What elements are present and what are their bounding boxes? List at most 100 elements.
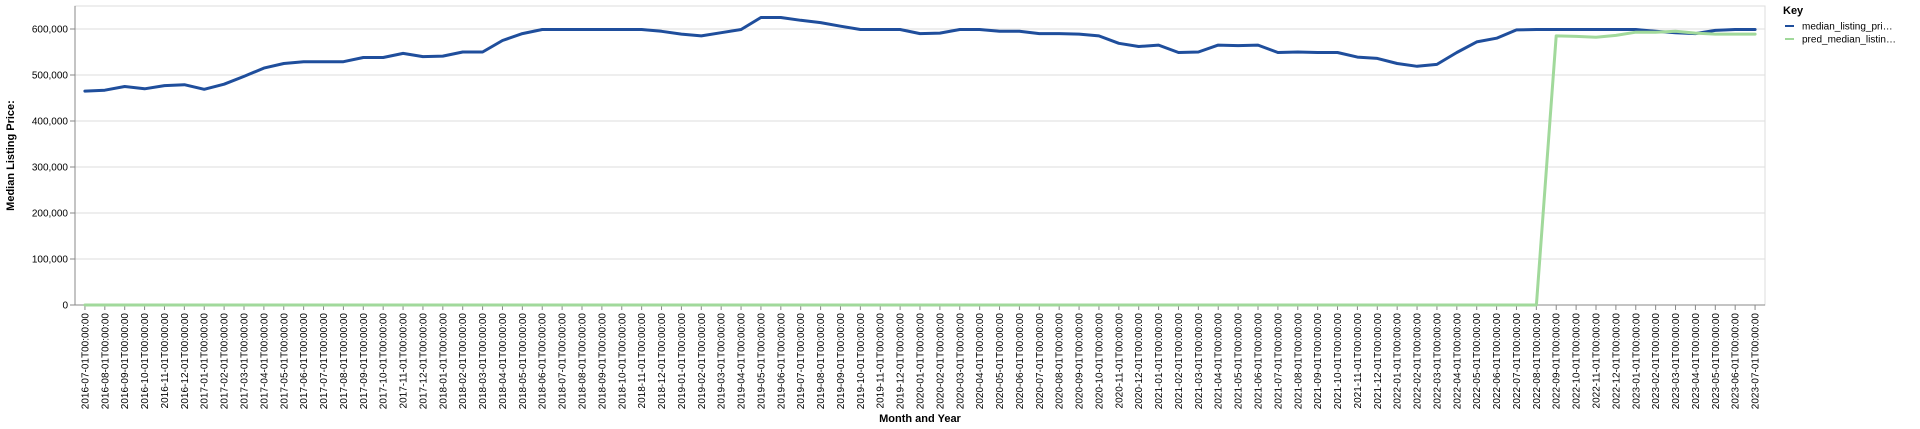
x-tick-label: 2016-07-01T00:00:00	[80, 313, 91, 410]
x-tick-label: 2022-10-01T00:00:00	[1572, 313, 1583, 410]
y-tick-label: 100,000	[32, 255, 69, 266]
x-tick-label: 2018-10-01T00:00:00	[617, 313, 628, 410]
x-tick-label: 2016-08-01T00:00:00	[100, 313, 111, 410]
x-tick-label: 2017-10-01T00:00:00	[379, 313, 390, 410]
x-tick-label: 2020-12-01T00:00:00	[1134, 313, 1145, 410]
y-axis-title: Median Listing Price:	[5, 100, 17, 211]
x-tick-label: 2022-06-01T00:00:00	[1492, 313, 1503, 410]
x-tick-label: 2017-09-01T00:00:00	[359, 313, 370, 410]
x-tick-label: 2023-03-01T00:00:00	[1671, 313, 1682, 410]
x-tick-label: 2019-10-01T00:00:00	[856, 313, 867, 410]
legend-label: pred_median_listin…	[1802, 35, 1896, 46]
x-tick-label: 2018-12-01T00:00:00	[657, 313, 668, 410]
x-tick-label: 2018-07-01T00:00:00	[558, 313, 569, 410]
x-tick-label: 2022-08-01T00:00:00	[1532, 313, 1543, 410]
x-tick-label: 2021-06-01T00:00:00	[1254, 313, 1265, 410]
x-tick-label: 2018-08-01T00:00:00	[578, 313, 589, 410]
x-tick-label: 2023-01-01T00:00:00	[1631, 313, 1642, 410]
x-tick-label: 2021-11-01T00:00:00	[1353, 313, 1364, 409]
x-tick-label: 2022-12-01T00:00:00	[1611, 313, 1622, 410]
series-line-0	[83, 16, 1757, 93]
x-tick-label: 2018-05-01T00:00:00	[518, 313, 529, 410]
x-tick-label: 2021-09-01T00:00:00	[1313, 313, 1324, 410]
series-layer	[83, 16, 1757, 307]
x-tick-label: 2021-10-01T00:00:00	[1333, 313, 1344, 410]
x-tick-label: 2017-11-01T00:00:00	[399, 313, 410, 409]
x-tick-label: 2023-04-01T00:00:00	[1691, 313, 1702, 410]
x-tick-label: 2022-04-01T00:00:00	[1452, 313, 1463, 410]
legend-title: Key	[1783, 5, 1804, 17]
x-tick-label: 2019-01-01T00:00:00	[677, 313, 688, 410]
legend-label: median_listing_pri…	[1802, 22, 1893, 33]
x-tick-label: 2022-03-01T00:00:00	[1432, 313, 1443, 410]
x-tick-label: 2023-07-01T00:00:00	[1751, 313, 1762, 410]
x-tick-label: 2022-01-01T00:00:00	[1393, 313, 1404, 410]
x-tick-label: 2021-12-01T00:00:00	[1373, 313, 1384, 410]
x-tick-label: 2019-03-01T00:00:00	[717, 313, 728, 410]
x-tick-label: 2020-06-01T00:00:00	[1015, 313, 1026, 410]
x-tick-label: 2021-02-01T00:00:00	[1174, 313, 1185, 410]
x-tick-label: 2019-04-01T00:00:00	[737, 313, 748, 410]
x-tick-label: 2018-01-01T00:00:00	[438, 313, 449, 410]
x-tick-label: 2020-03-01T00:00:00	[955, 313, 966, 410]
x-tick-label: 2019-12-01T00:00:00	[896, 313, 907, 410]
x-tick-label: 2022-09-01T00:00:00	[1552, 313, 1563, 410]
x-tick-label: 2017-06-01T00:00:00	[299, 313, 310, 410]
x-tick-label: 2019-11-01T00:00:00	[876, 313, 887, 409]
x-tick-label: 2023-05-01T00:00:00	[1711, 313, 1722, 410]
x-tick-label: 2020-07-01T00:00:00	[1035, 313, 1046, 410]
x-tick-label: 2017-03-01T00:00:00	[240, 313, 251, 410]
x-axis: 2016-07-01T00:00:00 2016-08-01T00:00:00 20…	[75, 304, 1765, 410]
x-tick-label: 2020-08-01T00:00:00	[1055, 313, 1066, 410]
x-tick-label: 2021-04-01T00:00:00	[1214, 313, 1225, 410]
x-tick-label: 2022-07-01T00:00:00	[1512, 313, 1523, 410]
x-tick-label: 2017-05-01T00:00:00	[279, 313, 290, 410]
x-tick-label: 2021-03-01T00:00:00	[1194, 313, 1205, 410]
x-tick-label: 2020-09-01T00:00:00	[1075, 313, 1086, 410]
x-tick-label: 2017-01-01T00:00:00	[200, 313, 211, 410]
plot-frame	[74, 5, 1766, 306]
gridlines	[75, 28, 1765, 306]
x-tick-label: 2018-03-01T00:00:00	[478, 313, 489, 410]
y-tick-label: 0	[62, 301, 68, 312]
x-axis-title: Month and Year	[879, 413, 961, 425]
x-tick-label: 2019-06-01T00:00:00	[776, 313, 787, 410]
x-tick-label: 2018-09-01T00:00:00	[597, 313, 608, 410]
x-tick-label: 2018-04-01T00:00:00	[498, 313, 509, 410]
x-tick-label: 2016-09-01T00:00:00	[120, 313, 131, 410]
x-tick-label: 2023-02-01T00:00:00	[1651, 313, 1662, 410]
x-tick-label: 2018-11-01T00:00:00	[637, 313, 648, 409]
x-tick-label: 2020-01-01T00:00:00	[916, 313, 927, 410]
x-tick-label: 2023-06-01T00:00:00	[1731, 313, 1742, 410]
x-tick-label: 2021-08-01T00:00:00	[1293, 313, 1304, 410]
x-tick-label: 2019-09-01T00:00:00	[836, 313, 847, 410]
y-tick-label: 600,000	[32, 25, 69, 36]
x-tick-label: 2018-02-01T00:00:00	[458, 313, 469, 410]
x-tick-label: 2019-02-01T00:00:00	[697, 313, 708, 410]
x-tick-label: 2019-08-01T00:00:00	[816, 313, 827, 410]
y-tick-label: 200,000	[32, 209, 69, 220]
x-tick-label: 2022-11-01T00:00:00	[1592, 313, 1603, 409]
x-tick-label: 2022-05-01T00:00:00	[1472, 313, 1483, 410]
y-tick-label: 500,000	[32, 71, 69, 82]
x-tick-label: 2016-10-01T00:00:00	[140, 313, 151, 410]
x-tick-label: 2017-07-01T00:00:00	[319, 313, 330, 410]
legend: Key median_listing_pri… pred_median_listi…	[1783, 5, 1896, 46]
x-tick-label: 2019-05-01T00:00:00	[756, 313, 767, 410]
x-tick-label: 2020-10-01T00:00:00	[1094, 313, 1105, 410]
x-tick-label: 2022-02-01T00:00:00	[1413, 313, 1424, 410]
x-tick-label: 2016-12-01T00:00:00	[180, 313, 191, 410]
y-tick-label: 400,000	[32, 117, 69, 128]
x-tick-label: 2020-11-01T00:00:00	[1114, 313, 1125, 409]
x-tick-label: 2018-06-01T00:00:00	[538, 313, 549, 410]
y-tick-label: 300,000	[32, 163, 69, 174]
y-axis: 0 100,000 200,000 300,000 400,000 500,000 600,…	[32, 6, 76, 312]
x-tick-label: 2016-11-01T00:00:00	[160, 313, 171, 409]
x-tick-label: 2020-05-01T00:00:00	[995, 313, 1006, 410]
x-tick-label: 2021-01-01T00:00:00	[1154, 313, 1165, 410]
x-tick-label: 2020-02-01T00:00:00	[935, 313, 946, 410]
x-tick-label: 2019-07-01T00:00:00	[796, 313, 807, 410]
x-tick-label: 2017-08-01T00:00:00	[339, 313, 350, 410]
x-tick-label: 2020-04-01T00:00:00	[975, 313, 986, 410]
